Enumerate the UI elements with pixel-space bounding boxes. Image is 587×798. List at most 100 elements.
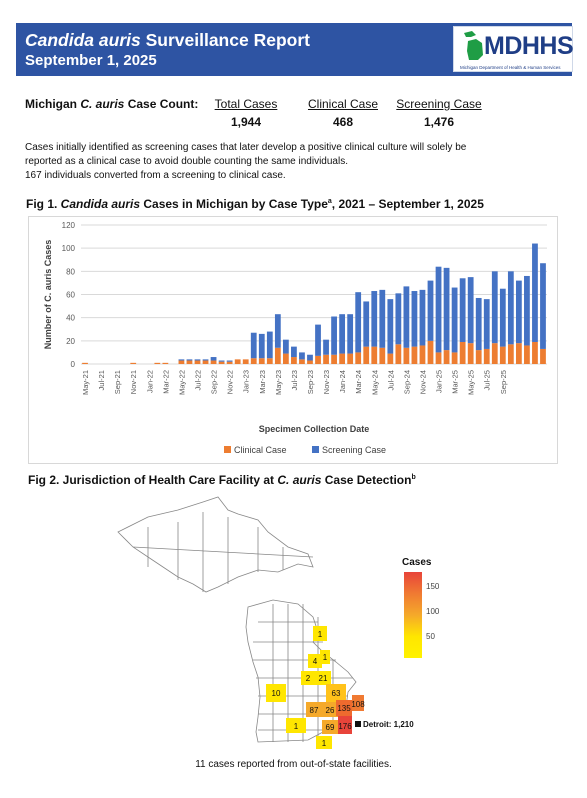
x-tick-label: Mar-24: [354, 370, 363, 394]
screening-bar: [194, 359, 201, 361]
screening-bar: [186, 359, 193, 361]
report-title: Candida auris Surveillance Report: [25, 30, 310, 50]
clinical-bar: [435, 352, 442, 364]
county-label: 108: [351, 700, 365, 709]
clinical-bar: [194, 360, 201, 364]
screening-bar: [395, 293, 402, 345]
clinical-bar: [427, 340, 434, 364]
clinical-bar: [210, 360, 217, 364]
screening-bar: [323, 339, 329, 355]
screening-bar: [507, 271, 514, 345]
x-tick-label: Sep-23: [306, 370, 315, 394]
clinical-bar: [178, 360, 185, 364]
screening-bar: [331, 316, 337, 355]
county-label: 1: [323, 653, 328, 662]
x-tick-label: Jul-23: [290, 370, 299, 390]
fig1-chart-frame: 0 20 40 60 80 100 120 May-21 Jul-21 Sep-21 Nov-21 J…: [28, 216, 558, 464]
clinical-bar: [403, 347, 410, 364]
x-tick-label: Mar-23: [258, 370, 267, 394]
clinical-bar: [266, 358, 273, 364]
screening-bar: [371, 291, 378, 347]
county-label: 26: [326, 706, 335, 715]
report-date: September 1, 2025: [25, 52, 157, 69]
x-tick-label: Sep-21: [113, 370, 122, 394]
clinical-bar: [387, 353, 394, 364]
clinical-bar: [355, 352, 362, 364]
clinical-bar: [202, 360, 209, 364]
total-cases-column: Total Cases 1,944: [207, 97, 285, 129]
clinical-bar: [411, 346, 418, 364]
screening-bar: [427, 280, 434, 341]
screening-bar: [435, 266, 442, 353]
x-axis-title: Specimen Collection Date: [259, 424, 370, 434]
county-label: 135: [337, 704, 351, 713]
screening-bar: [250, 332, 257, 359]
x-tick-label: Jul-21: [97, 370, 106, 390]
screening-bar: [258, 333, 265, 359]
screening-case-column: Screening Case 1,476: [393, 97, 485, 129]
legend-label-clinical: Clinical Case: [234, 445, 287, 455]
screening-bar: [210, 357, 217, 361]
upper-peninsula: [117, 496, 314, 593]
clinical-bar: [507, 344, 514, 364]
logo-subtitle: Michigan Department of Health & Human Se…: [460, 65, 561, 70]
screening-bar: [347, 314, 354, 354]
x-tick-label: Jan-25: [435, 370, 444, 393]
screening-bar: [403, 286, 410, 348]
map-legend-title: Cases: [402, 557, 432, 568]
screening-bar: [274, 314, 281, 348]
x-tick-label: Jan-24: [338, 370, 347, 393]
clinical-bar: [291, 357, 297, 364]
clinical-bar: [218, 361, 225, 364]
county-label: 176: [338, 722, 352, 731]
screening-bar: [226, 360, 233, 362]
x-tick-label: Sep-24: [402, 370, 411, 394]
note-line-2: reported as a clinical case to avoid dou…: [25, 156, 348, 167]
x-tick-label: Mar-22: [161, 370, 170, 394]
clinical-bar: [395, 344, 402, 364]
screening-bar: [491, 271, 498, 344]
county-label: 1: [322, 739, 327, 748]
michigan-logo-icon: [464, 31, 483, 60]
clinical-bar: [524, 345, 530, 364]
screening-bar: [218, 360, 225, 362]
screening-bar: [307, 354, 313, 361]
clinical-bar: [186, 360, 193, 364]
legend-label-screening: Screening Case: [322, 445, 386, 455]
screening-bar: [483, 299, 490, 349]
screening-bar: [411, 291, 418, 347]
clinical-bar: [491, 343, 498, 364]
clinical-case-value: 468: [332, 115, 354, 129]
clinical-bar: [234, 359, 241, 364]
screening-bar: [291, 346, 297, 358]
clinical-bar: [282, 353, 289, 364]
x-tick-label: Jul-25: [483, 370, 492, 390]
y-tick-label: 60: [66, 291, 75, 300]
clinical-bar: [532, 341, 538, 364]
y-tick-label: 40: [66, 314, 75, 323]
clinical-bar: [130, 362, 137, 364]
note-line-1: Cases initially identified as screening …: [25, 142, 467, 153]
clinical-bar: [499, 346, 506, 364]
screening-bar: [475, 297, 482, 351]
clinical-bar: [467, 343, 474, 364]
michigan-county-map: 1 4 1 2 21 10 63 87 26 135 108 1 69 176 …: [117, 496, 414, 749]
y-axis-title: Number of C. auris Cases: [43, 240, 53, 350]
clinical-bar: [307, 360, 313, 364]
screening-bar: [299, 352, 305, 360]
screening-bar: [282, 339, 289, 354]
clinical-bar: [299, 359, 305, 364]
x-tick-label: Jan-22: [145, 370, 154, 393]
screening-case-header: Screening Case: [396, 97, 482, 111]
x-tick-label: Nov-23: [322, 370, 331, 394]
map-legend-tick: 150: [426, 582, 440, 591]
x-tick-label: Nov-22: [226, 370, 235, 394]
screening-bar: [524, 275, 530, 346]
clinical-bar: [323, 354, 329, 364]
clinical-bar: [475, 350, 482, 364]
county-label: 63: [332, 689, 341, 698]
county-label: 21: [319, 674, 328, 683]
map-legend-tick: 100: [426, 607, 440, 616]
logo-wordmark: MDHHS: [484, 32, 574, 60]
report-banner: Candida auris Surveillance Report Septem…: [16, 23, 574, 76]
